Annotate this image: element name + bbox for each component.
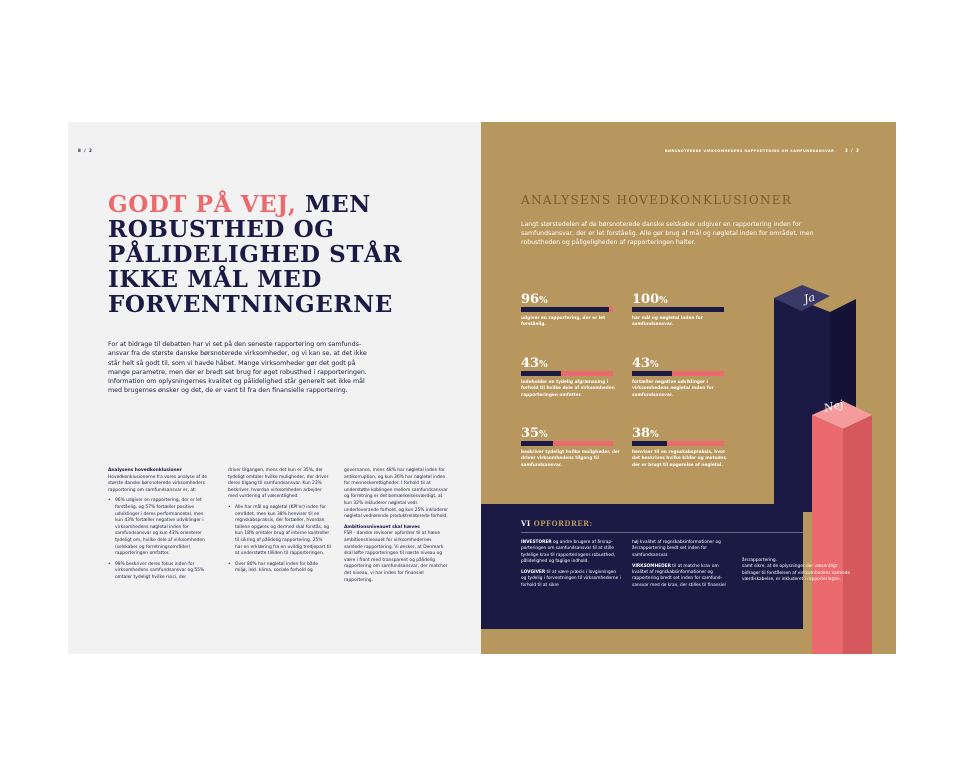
yes-no-isometric-bars: Ja Nej (774, 285, 872, 654)
yes-bar-left (774, 298, 802, 504)
stat-bar (632, 371, 724, 376)
stat-unit: % (650, 360, 659, 370)
text-column-2: driver tilgangen, mens det kun er 35%, d… (228, 468, 331, 579)
col2-bullet-1: Alle har mål og nøgletal (KPI'er) inden … (228, 505, 331, 558)
col3-heading: Ambitionsniveauet skal hæves (344, 524, 420, 530)
stat-unit: % (659, 296, 668, 306)
call-to-action-heading: VI OPFORDRER: (521, 519, 593, 528)
no-bar-front (812, 415, 843, 654)
col1-text: Hovedkonklusionerne fra vores analyse af… (108, 474, 208, 493)
col3-text: governance, mens 48% har nøgletal inden … (344, 468, 449, 520)
col3-text-2: FSR - danske revisorer opfordrer til at … (344, 531, 448, 583)
stat-bar (521, 441, 613, 446)
left-page: 8 / 2 GODT PÅ VEJ, MEN ROBUSTHED OG PÅLI… (68, 122, 481, 654)
vi-prefix: VI (521, 519, 531, 528)
stat-bar-fill (521, 441, 554, 446)
page-number: 3 / 3 (845, 148, 860, 153)
col2-text: driver tilgangen, mens det kun er 35%, d… (228, 468, 329, 500)
stat-bar-fill (521, 307, 610, 312)
stat-bar-fill (632, 441, 667, 446)
cta-column-2: høj kvalitet af regnskabsinformationer o… (632, 540, 732, 594)
stat-unit: % (650, 430, 659, 440)
legislator-label: LOVGIVER (521, 570, 546, 576)
col1-bullet-1: 96% udgiver en rapportering, der er let … (108, 498, 211, 557)
no-label: Nej (822, 397, 846, 415)
vi-label: OPFORDRER: (533, 519, 593, 528)
call-to-action-panel (481, 504, 803, 629)
cta-column-3: årsrapportering. samt sikre, at de op­ly… (742, 558, 852, 588)
text-column-1: Analysens hovedkonklusioner Hovedkonklusi… (108, 468, 211, 586)
stat-description: udgiver en rapportering, der er let fors… (521, 316, 606, 328)
col2-bullet-2: Over 80% har nøgletal inden for både mil… (228, 562, 331, 575)
stat-card: 38% henviser til en regnskabspraksis, hv… (632, 427, 732, 469)
stat-description: indeholder en tydelig afgrænsning i forh… (521, 380, 615, 398)
stat-value: 100 (632, 292, 660, 307)
no-bar-side (843, 415, 872, 654)
stat-description: har mål og nøgletal inden for samfundsan… (632, 316, 703, 328)
intro-paragraph: For at bidrage til debatten har vi set p… (108, 341, 367, 395)
document-spread: 8 / 2 GODT PÅ VEJ, MEN ROBUSTHED OG PÅLI… (68, 122, 896, 654)
running-head: BØRSNOTEREDE VIRKSOMHEDERS RAPPORTERING … (665, 149, 835, 153)
stat-bar (521, 371, 613, 376)
stat-unit: % (539, 360, 548, 370)
investors-text: og andre brugere af årsrap­porteringen o… (521, 540, 616, 564)
divider (521, 532, 803, 533)
stat-description: beskriver tydeligt hvilke mulig­heder, d… (521, 450, 620, 468)
stat-value: 96 (521, 292, 540, 307)
investors-label: INVESTORER (521, 540, 552, 545)
stat-bar-fill (632, 371, 672, 376)
cta-column-1: INVESTORER og andre brugere af årsrap­po… (521, 540, 621, 594)
page-title: GODT PÅ VEJ, MEN ROBUSTHED OG PÅLIDELIGH… (108, 192, 408, 317)
stat-card: 100% har mål og nøgletal inden for samfu… (632, 293, 732, 329)
stat-card: 43% indeholder en tydelig afgrænsning i … (521, 357, 621, 399)
stat-value: 43 (632, 356, 651, 371)
legislator-text: til at være præcis i lovgiv­ningen og ty… (521, 570, 621, 588)
stat-bar (632, 441, 724, 446)
stat-bar-fill (521, 371, 561, 376)
stat-card: 35% beskriver tydeligt hvilke mulig­hede… (521, 427, 621, 469)
cta-col3-text: årsrapportering. (742, 558, 777, 563)
companies-label: VIRKSOMHEDER (632, 563, 671, 569)
stat-description: fortæller negative udviklinger i virksom… (632, 380, 714, 398)
no-bar-top (812, 401, 872, 429)
companies-text: til at matche krav om kvalitet af regnsk… (632, 563, 726, 588)
stat-unit: % (539, 430, 548, 440)
right-page: BØRSNOTEREDE VIRKSOMHEDERS RAPPORTERING … (481, 122, 896, 654)
cta-col2-text: høj kvalitet af regnskabsinformationer o… (632, 540, 721, 558)
headline-rest: MEN ROBUSTHED OG PÅLIDELIGHED STÅR IKKE … (108, 191, 403, 318)
page-number: 8 / 2 (78, 148, 93, 153)
stat-bar (521, 307, 613, 312)
col1-heading: Analysens hovedkonklusioner (108, 468, 182, 473)
stat-description: henviser til en regnskabspraksis, hvor d… (632, 450, 727, 468)
section-title: ANALYSENS HOVEDKONKLUSIONER (521, 193, 793, 207)
stat-value: 38 (632, 426, 651, 441)
col1-bullet-2: 98% beskriver deres fokus inden for virk… (108, 562, 211, 582)
section-intro: Langt størstedelen af de børsnoterede da… (521, 221, 814, 246)
stat-unit: % (539, 296, 548, 306)
text-column-3: governance, mens 48% har nøgletal inden … (344, 468, 450, 588)
stat-card: 96% udgiver en rapportering, der er let … (521, 293, 621, 329)
stat-bar (632, 307, 724, 312)
stat-value: 35 (521, 426, 540, 441)
cta-col3-text-2: samt sikre, at de op­lysninger der væsen… (742, 564, 851, 582)
stat-card: 43% fortæller negative udviklinger i vir… (632, 357, 732, 399)
yes-label: Ja (801, 291, 817, 307)
stat-bar-fill (632, 307, 724, 312)
headline-accent: GODT PÅ VEJ, (108, 191, 297, 218)
stat-value: 43 (521, 356, 540, 371)
